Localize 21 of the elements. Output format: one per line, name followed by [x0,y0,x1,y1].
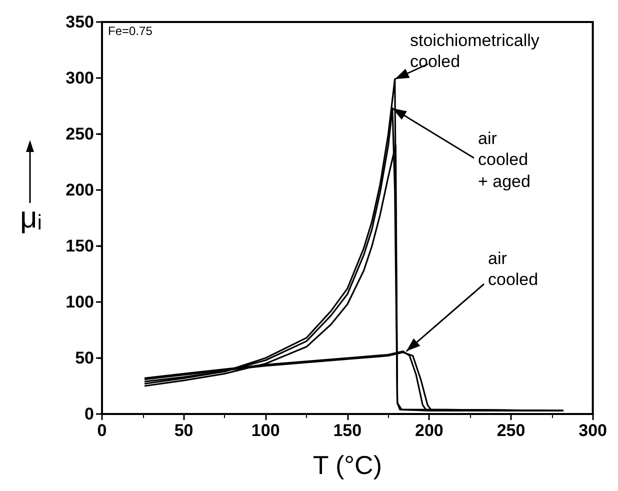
annotation: Fe=0.75 [108,24,154,39]
annotation: air cooled + aged [478,128,532,192]
y-tick-label: 200 [66,180,94,200]
x-tick-label: 300 [578,421,608,440]
x-tick-label: 250 [496,421,526,440]
y-tick-label: 0 [84,404,94,424]
x-tick-label: 150 [333,421,362,440]
y-tick-label: 250 [66,124,94,144]
annotation: stoichiometrically cooled [410,30,540,72]
x-tick-label: 0 [97,421,107,440]
y-tick-label: 350 [66,12,94,32]
y-tick-label: 50 [75,348,94,368]
y-tick-label: 100 [66,292,94,312]
x-tick-label: 200 [415,421,444,440]
x-tick-label: 50 [174,421,194,440]
x-axis-title: T (°C) [312,450,382,480]
y-axis-title: μᵢ [20,202,42,234]
annotation: air cooled [488,248,540,290]
y-tick-label: 150 [66,236,94,256]
y-tick-label: 300 [66,68,94,88]
x-tick-label: 100 [251,421,280,440]
